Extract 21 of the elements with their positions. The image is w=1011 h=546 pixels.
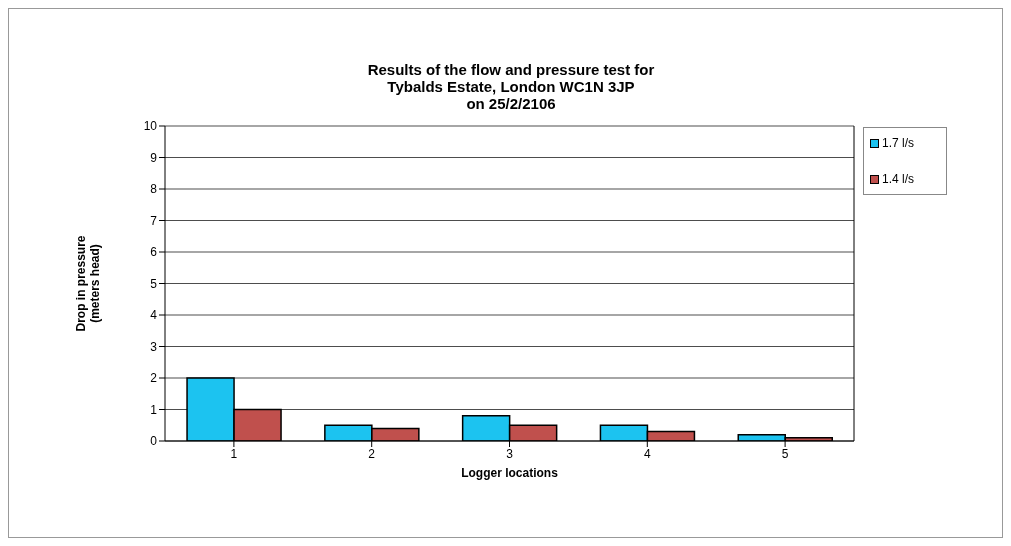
x-tick-label: 2 bbox=[368, 446, 376, 461]
x-tick-label: 3 bbox=[506, 446, 514, 461]
x-axis-title: Logger locations bbox=[461, 466, 559, 480]
x-tick-label: 4 bbox=[643, 446, 651, 461]
chart-title: Results of the flow and pressure test for Tybalds Estate, London WC1N 3JP on 25/2/2106 bbox=[366, 61, 656, 112]
y-tick-label: 10 bbox=[143, 119, 158, 134]
y-tick-label: 0 bbox=[150, 434, 158, 449]
y-tick-label: 9 bbox=[150, 150, 158, 165]
y-axis-title: Drop in pressure (meters head) bbox=[74, 235, 102, 332]
y-tick-label: 2 bbox=[150, 371, 158, 386]
y-tick-label: 4 bbox=[150, 308, 158, 323]
y-tick-label: 3 bbox=[150, 339, 158, 354]
y-tick-label: 8 bbox=[150, 182, 158, 197]
legend-label: 1.4 l/s bbox=[882, 172, 915, 186]
x-tick-label: 1 bbox=[230, 446, 238, 461]
legend-label: 1.7 l/s bbox=[882, 136, 915, 150]
y-tick-label: 6 bbox=[150, 245, 158, 260]
x-tick-label: 5 bbox=[781, 446, 789, 461]
y-tick-label: 1 bbox=[150, 402, 158, 417]
y-tick-label: 5 bbox=[150, 276, 158, 291]
y-tick-label: 7 bbox=[150, 213, 158, 228]
